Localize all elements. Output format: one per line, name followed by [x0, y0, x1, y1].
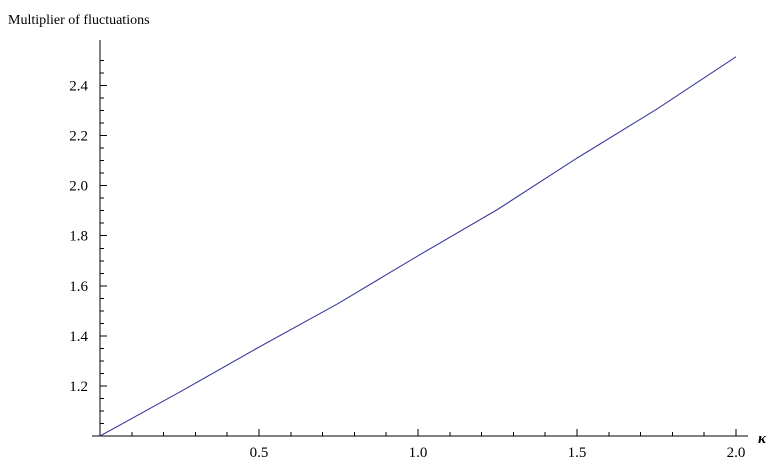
series-group [99, 56, 737, 437]
y-tick-label: 2.2 [69, 129, 88, 145]
y-tick-label: 1.4 [69, 329, 88, 345]
axis-tick-labels: 0.5 1.0 1.5 2.0 1.2 1.4 1.6 1.8 2.0 2.2 2.4 [69, 79, 745, 461]
x-tick-label: 0.5 [250, 445, 269, 461]
axis-ticks [100, 60, 737, 436]
y-axis-title: Multiplier of fluctuations [8, 13, 150, 28]
y-tick-label: 2.4 [69, 79, 88, 95]
series-line [99, 56, 737, 437]
x-tick-label: 1.5 [568, 445, 587, 461]
x-tick-label: 1.0 [409, 445, 428, 461]
x-tick-label: 2.0 [727, 445, 746, 461]
y-tick-label: 1.6 [69, 279, 88, 295]
y-tick-label: 1.2 [69, 379, 88, 395]
y-tick-label: 1.8 [69, 229, 88, 245]
x-axis-title: κ [758, 431, 767, 447]
y-tick-label: 2.0 [69, 179, 88, 195]
